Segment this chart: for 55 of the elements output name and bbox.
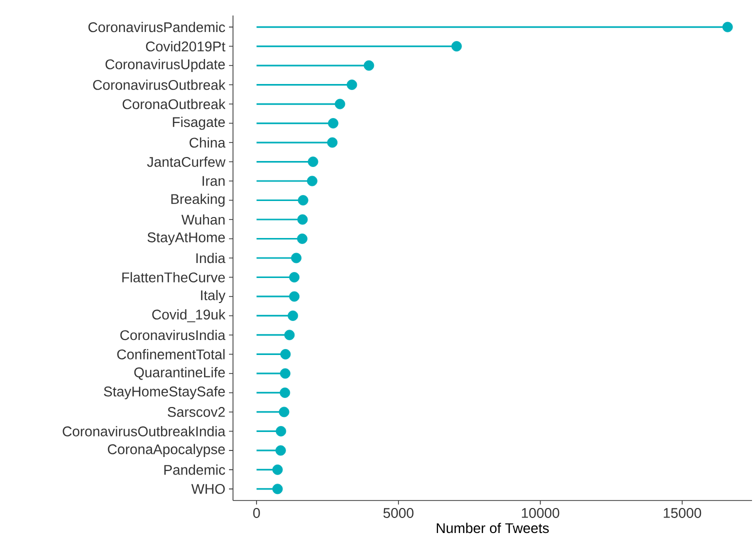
y-tick-label: StayHomeStaySafe — [104, 386, 225, 400]
point — [280, 368, 290, 379]
point — [272, 464, 283, 475]
y-tick-label: Sarscov2 — [168, 407, 225, 417]
x-tick-label: 0 — [253, 508, 260, 518]
point — [306, 176, 318, 186]
y-tick-label: CoronavirusUpdate — [106, 59, 225, 72]
point — [297, 214, 308, 225]
y-tick-label: Iran — [202, 176, 225, 186]
x-tick-label: 10000 — [522, 508, 560, 518]
y-tick-label: Italy — [201, 290, 226, 304]
point — [291, 252, 302, 264]
y-tick-label: JantaCurfew — [147, 156, 226, 167]
y-tick-label: Covid_19uk — [152, 309, 226, 322]
y-tick-label: ConfinementTotal — [117, 349, 225, 360]
y-tick-label: Breaking — [171, 194, 225, 207]
point — [289, 291, 300, 302]
y-tick-label: WHO — [191, 484, 225, 494]
point — [327, 137, 338, 148]
y-tick-label: CoronavirusPandemic — [88, 22, 226, 32]
y-tick-label: CoronaOutbreak — [122, 98, 226, 110]
point — [288, 310, 298, 321]
y-tick-label: China — [190, 137, 226, 148]
y-tick-label: CoronaApocalypse — [108, 444, 225, 457]
y-tick-label: Wuhan — [181, 214, 225, 225]
y-tick-label: Pandemic — [164, 464, 226, 475]
point — [289, 272, 300, 282]
point — [276, 426, 286, 436]
y-tick-label: CoronavirusIndia — [120, 330, 226, 340]
point — [280, 349, 291, 360]
point — [722, 22, 733, 32]
x-tick-label: 5000 — [383, 508, 414, 518]
point — [297, 234, 308, 244]
y-tick-label: Fisagate — [172, 116, 225, 130]
y-tick-label: India — [196, 252, 226, 264]
point — [278, 406, 290, 418]
point — [328, 118, 338, 128]
point — [298, 195, 308, 206]
y-tick-label: FlattenTheCurve — [122, 272, 225, 282]
x-axis-title: Number of Tweets — [436, 522, 549, 534]
y-tick-label: Covid2019Pt — [146, 41, 226, 52]
y-tick-label: QuarantineLife — [134, 367, 225, 380]
y-tick-label: StayAtHome — [148, 232, 225, 246]
point — [308, 156, 318, 167]
point — [346, 80, 358, 90]
point — [334, 98, 346, 110]
y-tick-label: CoronavirusOutbreakIndia — [62, 426, 226, 436]
point — [272, 484, 283, 494]
point — [451, 41, 462, 52]
point — [275, 445, 286, 456]
point — [280, 388, 290, 398]
point — [364, 60, 374, 71]
y-tick-label: CoronavirusOutbreak — [93, 80, 226, 90]
x-tick-label: 15000 — [664, 508, 702, 518]
point — [284, 330, 295, 340]
